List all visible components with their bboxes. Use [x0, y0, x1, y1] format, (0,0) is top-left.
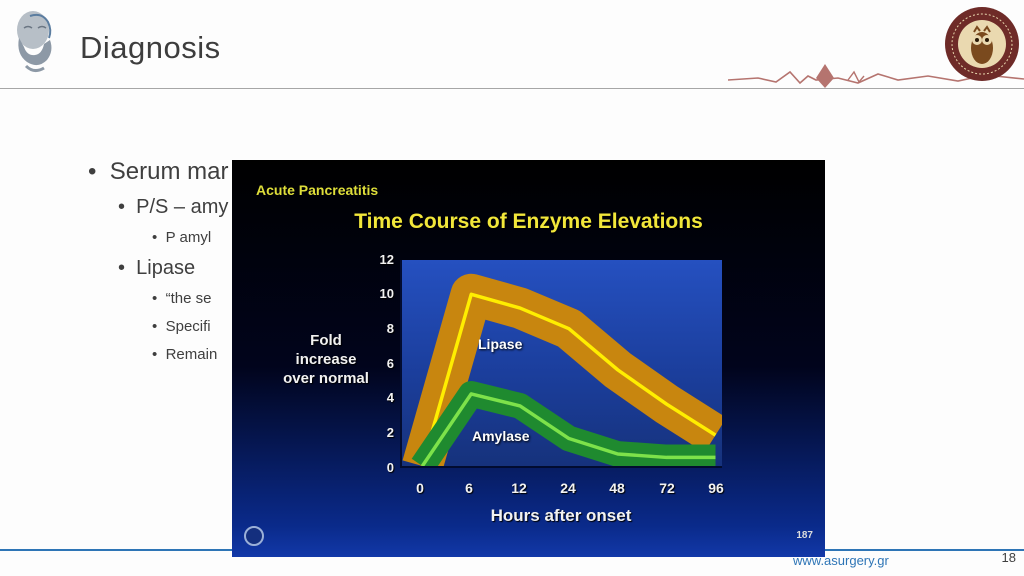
bullet-remains: Remain [152, 346, 218, 363]
y-axis-label: Fold increase over normal [283, 332, 369, 387]
y-tick: 6 [386, 356, 394, 371]
x-tick: 12 [511, 480, 527, 496]
header-divider [0, 88, 1024, 89]
footer-website-link[interactable]: www.asurgery.gr [793, 553, 889, 568]
owl-icon [971, 25, 993, 64]
figure-logo-icon [244, 526, 264, 546]
chart-title: Time Course of Enzyme Elevations [354, 210, 703, 233]
x-axis-label: Hours after onset [490, 506, 632, 525]
enzyme-plot [400, 260, 722, 468]
bullet-serum-markers: Serum mar [88, 158, 229, 186]
y-tick: 4 [386, 390, 394, 405]
bullet-lipase: Lipase [118, 257, 195, 280]
amylase-series-label: Amylase [472, 428, 530, 444]
bullet-ps-amylase: P/S – amy [118, 196, 228, 219]
university-logo-icon [10, 6, 60, 80]
university-seal-icon [944, 6, 1020, 82]
x-tick: 96 [708, 480, 724, 496]
y-tick: 0 [386, 460, 394, 475]
x-tick: 72 [659, 480, 675, 496]
bullet-p-amylase: P amyl [152, 229, 212, 246]
slide-title: Diagnosis [80, 30, 221, 65]
y-tick: 12 [379, 252, 394, 267]
y-tick: 10 [379, 286, 394, 301]
y-tick: 2 [386, 425, 394, 440]
figure-number: 187 [796, 530, 813, 541]
bullet-the-se: “the se [152, 290, 212, 307]
page-number: 18 [1001, 550, 1016, 565]
x-tick: 0 [416, 480, 424, 496]
enzyme-chart-figure: Acute Pancreatitis Time Course of Enzyme… [232, 160, 825, 557]
chart-condition-label: Acute Pancreatitis [256, 182, 379, 198]
x-tick: 48 [609, 480, 625, 496]
lipase-series-label: Lipase [478, 336, 523, 352]
bullet-specificity: Specifi [152, 318, 211, 335]
heartbeat-zigzag-icon [727, 56, 1024, 90]
x-tick: 6 [465, 480, 473, 496]
y-tick: 8 [386, 321, 394, 336]
x-tick: 24 [560, 480, 576, 496]
